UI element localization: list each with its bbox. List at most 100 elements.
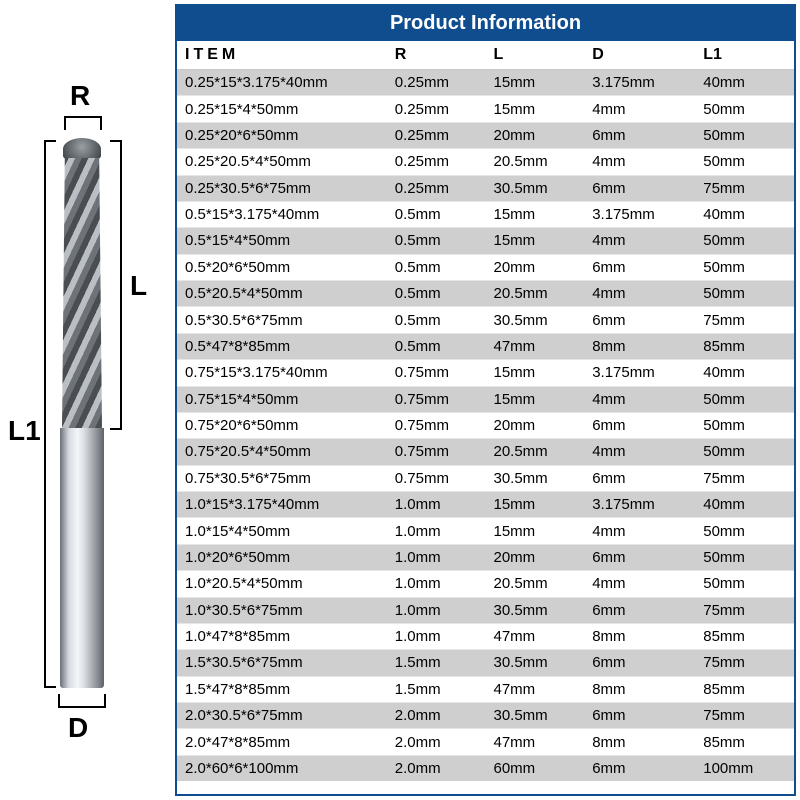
cell-r: 2.0mm [387, 729, 486, 755]
cell-d: 4mm [584, 281, 695, 307]
cell-l: 15mm [485, 228, 584, 254]
tool-flute [62, 158, 102, 428]
dim-bracket-r [64, 116, 102, 130]
cell-item: 1.0*20*6*50mm [177, 544, 387, 570]
cell-d: 4mm [584, 386, 695, 412]
table-row: 0.5*20*6*50mm0.5mm20mm6mm50mm [177, 254, 794, 280]
table-row: 0.5*47*8*85mm0.5mm47mm8mm85mm [177, 333, 794, 359]
cell-l1: 50mm [695, 518, 794, 544]
cell-item: 1.5*47*8*85mm [177, 676, 387, 702]
tool-illustration [60, 138, 104, 688]
table-row: 1.0*15*3.175*40mm1.0mm15mm3.175mm40mm [177, 492, 794, 518]
cell-l: 60mm [485, 755, 584, 781]
cell-r: 1.0mm [387, 597, 486, 623]
table-row: 0.5*30.5*6*75mm0.5mm30.5mm6mm75mm [177, 307, 794, 333]
cell-l1: 40mm [695, 70, 794, 96]
cell-r: 0.25mm [387, 96, 486, 122]
cell-l1: 50mm [695, 439, 794, 465]
cell-d: 6mm [584, 175, 695, 201]
cell-d: 6mm [584, 307, 695, 333]
table-row: 0.75*15*4*50mm0.75mm15mm4mm50mm [177, 386, 794, 412]
cell-item: 0.25*30.5*6*75mm [177, 175, 387, 201]
cell-l1: 50mm [695, 228, 794, 254]
cell-d: 4mm [584, 96, 695, 122]
cell-l1: 75mm [695, 703, 794, 729]
cell-d: 4mm [584, 518, 695, 544]
cell-l: 20.5mm [485, 149, 584, 175]
table-row: 1.5*47*8*85mm1.5mm47mm8mm85mm [177, 676, 794, 702]
cell-l1: 50mm [695, 122, 794, 148]
cell-l1: 50mm [695, 412, 794, 438]
cell-l: 15mm [485, 70, 584, 96]
cell-l1: 75mm [695, 597, 794, 623]
cell-r: 2.0mm [387, 755, 486, 781]
cell-l1: 40mm [695, 201, 794, 227]
cell-l1: 50mm [695, 386, 794, 412]
cell-l1: 50mm [695, 149, 794, 175]
cell-r: 0.75mm [387, 360, 486, 386]
table-row: 0.75*20.5*4*50mm0.75mm20.5mm4mm50mm [177, 439, 794, 465]
cell-item: 1.0*20.5*4*50mm [177, 571, 387, 597]
cell-r: 0.5mm [387, 254, 486, 280]
spec-table: ITEM R L D L1 0.25*15*3.175*40mm0.25mm15… [177, 41, 794, 781]
cell-l: 47mm [485, 729, 584, 755]
cell-d: 6mm [584, 650, 695, 676]
dim-bracket-l1 [44, 140, 56, 688]
cell-l: 15mm [485, 96, 584, 122]
table-row: 0.75*15*3.175*40mm0.75mm15mm3.175mm40mm [177, 360, 794, 386]
cell-d: 6mm [584, 465, 695, 491]
cell-l1: 40mm [695, 492, 794, 518]
cell-item: 0.75*30.5*6*75mm [177, 465, 387, 491]
diagram-panel: R L1 L D [0, 0, 175, 800]
cell-r: 0.25mm [387, 122, 486, 148]
cell-r: 1.0mm [387, 518, 486, 544]
table-row: 0.25*15*4*50mm0.25mm15mm4mm50mm [177, 96, 794, 122]
cell-d: 3.175mm [584, 492, 695, 518]
cell-l: 20.5mm [485, 571, 584, 597]
cell-item: 1.0*30.5*6*75mm [177, 597, 387, 623]
cell-d: 8mm [584, 676, 695, 702]
cell-l1: 40mm [695, 360, 794, 386]
cell-item: 1.0*15*4*50mm [177, 518, 387, 544]
cell-item: 0.5*15*3.175*40mm [177, 201, 387, 227]
col-header-r: R [387, 41, 486, 70]
cell-r: 0.5mm [387, 201, 486, 227]
cell-d: 3.175mm [584, 70, 695, 96]
cell-l: 20.5mm [485, 439, 584, 465]
cell-d: 4mm [584, 149, 695, 175]
table-row: 0.5*15*3.175*40mm0.5mm15mm3.175mm40mm [177, 201, 794, 227]
cell-item: 0.75*20.5*4*50mm [177, 439, 387, 465]
cell-l1: 85mm [695, 333, 794, 359]
cell-l1: 85mm [695, 676, 794, 702]
cell-l1: 75mm [695, 175, 794, 201]
cell-l: 20mm [485, 544, 584, 570]
cell-l1: 75mm [695, 650, 794, 676]
cell-d: 8mm [584, 333, 695, 359]
cell-l1: 75mm [695, 465, 794, 491]
cell-item: 0.25*20.5*4*50mm [177, 149, 387, 175]
table-row: 1.0*20.5*4*50mm1.0mm20.5mm4mm50mm [177, 571, 794, 597]
cell-r: 0.5mm [387, 333, 486, 359]
dim-label-l: L [130, 270, 147, 302]
cell-l: 30.5mm [485, 307, 584, 333]
cell-l1: 50mm [695, 254, 794, 280]
cell-l: 15mm [485, 492, 584, 518]
table-row: 0.5*20.5*4*50mm0.5mm20.5mm4mm50mm [177, 281, 794, 307]
dim-label-l1: L1 [8, 415, 41, 447]
cell-item: 1.0*47*8*85mm [177, 623, 387, 649]
cell-l: 30.5mm [485, 650, 584, 676]
cell-item: 0.5*20*6*50mm [177, 254, 387, 280]
cell-item: 1.0*15*3.175*40mm [177, 492, 387, 518]
spec-table-panel: Product Information ITEM R L D L1 0.25*1… [175, 4, 796, 796]
cell-r: 0.5mm [387, 228, 486, 254]
cell-d: 6mm [584, 412, 695, 438]
table-row: 2.0*60*6*100mm2.0mm60mm6mm100mm [177, 755, 794, 781]
cell-l: 15mm [485, 386, 584, 412]
cell-item: 0.75*20*6*50mm [177, 412, 387, 438]
cell-l: 47mm [485, 333, 584, 359]
table-header-row: ITEM R L D L1 [177, 41, 794, 70]
cell-d: 6mm [584, 755, 695, 781]
cell-d: 6mm [584, 254, 695, 280]
cell-item: 0.75*15*3.175*40mm [177, 360, 387, 386]
table-row: 0.25*30.5*6*75mm0.25mm30.5mm6mm75mm [177, 175, 794, 201]
